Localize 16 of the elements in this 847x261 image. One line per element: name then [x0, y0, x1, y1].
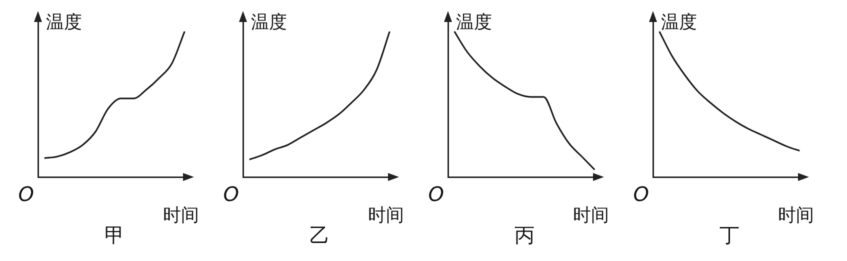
x-axis-title: 时间 — [368, 205, 404, 226]
y-axis-title: 温度 — [46, 12, 82, 33]
text: 乙 — [310, 223, 330, 248]
text: O — [223, 182, 239, 206]
x-axis-title: 时间 — [573, 205, 609, 226]
y-axis-title: 温度 — [661, 12, 697, 33]
text: 丙 — [514, 223, 534, 248]
x-axis-title: 时间 — [778, 205, 814, 226]
x-axis-title: 时间 — [163, 205, 199, 226]
y-axis-title: 温度 — [456, 12, 492, 33]
text: 甲 — [104, 223, 124, 248]
text: O — [18, 182, 34, 206]
text: O — [633, 182, 649, 206]
text: O — [428, 182, 444, 206]
y-axis-title: 温度 — [251, 12, 287, 33]
text: 丁 — [720, 223, 740, 248]
